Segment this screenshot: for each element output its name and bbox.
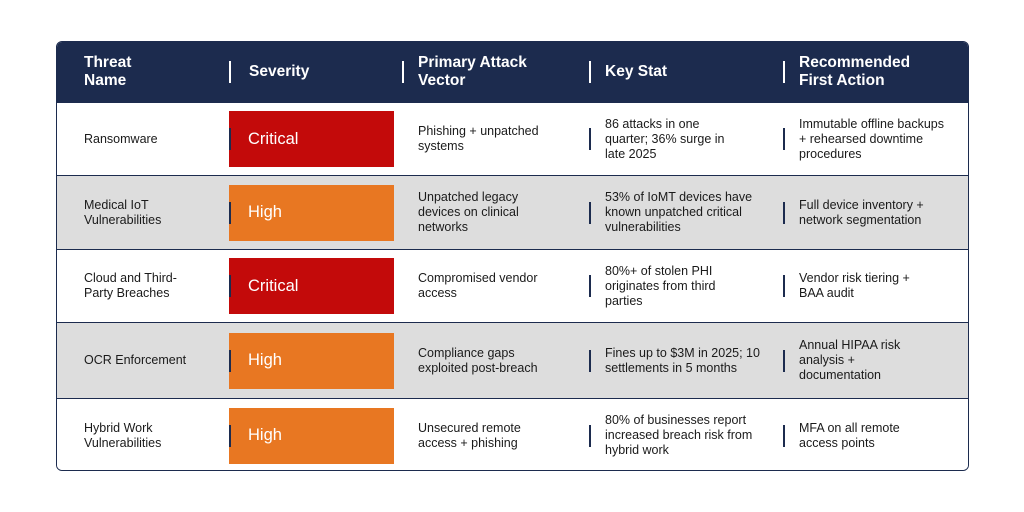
threat-name-text: Ransomware bbox=[84, 131, 158, 146]
cell-severity: Critical bbox=[229, 249, 402, 322]
cell-severity: High bbox=[229, 398, 402, 470]
cell-threat: Ransomware bbox=[57, 102, 229, 175]
cell-action: MFA on all remote access points bbox=[783, 398, 968, 470]
severity-badge: High bbox=[229, 332, 394, 389]
vector-text: Compliance gaps exploited post-breach bbox=[418, 345, 538, 375]
cell-vector: Compliance gaps exploited post-breach bbox=[402, 322, 589, 398]
cell-vector: Compromised vendor access bbox=[402, 249, 589, 322]
header-primary-attack-vector: Primary Attack Vector bbox=[402, 42, 589, 102]
header-severity: Severity bbox=[229, 42, 402, 102]
header-action-label: Recommended First Action bbox=[799, 54, 911, 89]
severity-text: High bbox=[248, 426, 282, 444]
severity-text: High bbox=[248, 203, 282, 221]
cell-action: Full device inventory + network segmenta… bbox=[783, 175, 968, 249]
cell-stat: 80% of businesses report increased breac… bbox=[589, 398, 783, 470]
vector-text: Unpatched legacy devices on clinical net… bbox=[418, 190, 519, 234]
severity-badge: High bbox=[229, 184, 394, 241]
cell-severity: High bbox=[229, 322, 402, 398]
cell-stat: 80%+ of stolen PHI originates from third… bbox=[589, 249, 783, 322]
header-threat-name: Threat Name bbox=[57, 42, 229, 102]
header-key-stat-label: Key Stat bbox=[605, 63, 668, 80]
stat-text: Fines up to $3M in 2025; 10 settlements … bbox=[605, 345, 760, 375]
cell-vector: Unsecured remote access + phishing bbox=[402, 398, 589, 470]
action-text: Annual HIPAA risk analysis + documentati… bbox=[799, 338, 901, 382]
cell-severity: Critical bbox=[229, 102, 402, 175]
action-text: Immutable offline backups + rehearsed do… bbox=[799, 116, 944, 161]
cell-action: Vendor risk tiering + BAA audit bbox=[783, 249, 968, 322]
threat-table: Threat Name Severity Primary Attack Vect… bbox=[56, 41, 969, 471]
cell-stat: Fines up to $3M in 2025; 10 settlements … bbox=[589, 322, 783, 398]
action-text: Vendor risk tiering + BAA audit bbox=[799, 271, 910, 300]
cell-vector: Phishing + unpatched systems bbox=[402, 102, 589, 175]
cell-threat: OCR Enforcement bbox=[57, 322, 229, 398]
header-severity-label: Severity bbox=[249, 63, 310, 80]
threat-name-text: Hybrid Work Vulnerabilities bbox=[84, 420, 162, 450]
threat-name-text: Cloud and Third-Party Breaches bbox=[84, 271, 177, 300]
header-threat-name-label: Threat Name bbox=[84, 54, 132, 89]
cell-threat: Hybrid Work Vulnerabilities bbox=[57, 398, 229, 470]
cell-action: Annual HIPAA risk analysis + documentati… bbox=[783, 322, 968, 398]
cell-vector: Unpatched legacy devices on clinical net… bbox=[402, 175, 589, 249]
severity-badge: Critical bbox=[229, 111, 394, 167]
vector-text: Phishing + unpatched systems bbox=[418, 124, 539, 153]
cell-stat: 53% of IoMT devices have known unpatched… bbox=[589, 175, 783, 249]
stat-text: 80%+ of stolen PHI originates from third… bbox=[605, 263, 716, 308]
action-text: Full device inventory + network segmenta… bbox=[799, 197, 924, 227]
stat-text: 53% of IoMT devices have known unpatched… bbox=[605, 190, 753, 234]
header-recommended-first-action: Recommended First Action bbox=[783, 42, 968, 102]
cell-action: Immutable offline backups + rehearsed do… bbox=[783, 102, 968, 175]
severity-badge: High bbox=[229, 407, 394, 464]
stat-text: 80% of businesses report increased breac… bbox=[605, 413, 753, 457]
vector-text: Compromised vendor access bbox=[418, 271, 538, 300]
cell-severity: High bbox=[229, 175, 402, 249]
cell-threat: Medical IoT Vulnerabilities bbox=[57, 175, 229, 249]
severity-text: High bbox=[248, 351, 282, 369]
severity-text: Critical bbox=[248, 129, 299, 148]
action-text: MFA on all remote access points bbox=[799, 420, 900, 450]
severity-badge: Critical bbox=[229, 258, 394, 314]
header-key-stat: Key Stat bbox=[589, 42, 783, 102]
severity-text: Critical bbox=[248, 276, 299, 295]
cell-threat: Cloud and Third-Party Breaches bbox=[57, 249, 229, 322]
cell-stat: 86 attacks in one quarter; 36% surge in … bbox=[589, 102, 783, 175]
threat-name-text: OCR Enforcement bbox=[84, 353, 187, 367]
vector-text: Unsecured remote access + phishing bbox=[418, 420, 521, 450]
stat-text: 86 attacks in one quarter; 36% surge in … bbox=[605, 116, 725, 161]
header-vector-label: Primary Attack Vector bbox=[418, 54, 527, 89]
threat-name-text: Medical IoT Vulnerabilities bbox=[84, 197, 162, 227]
